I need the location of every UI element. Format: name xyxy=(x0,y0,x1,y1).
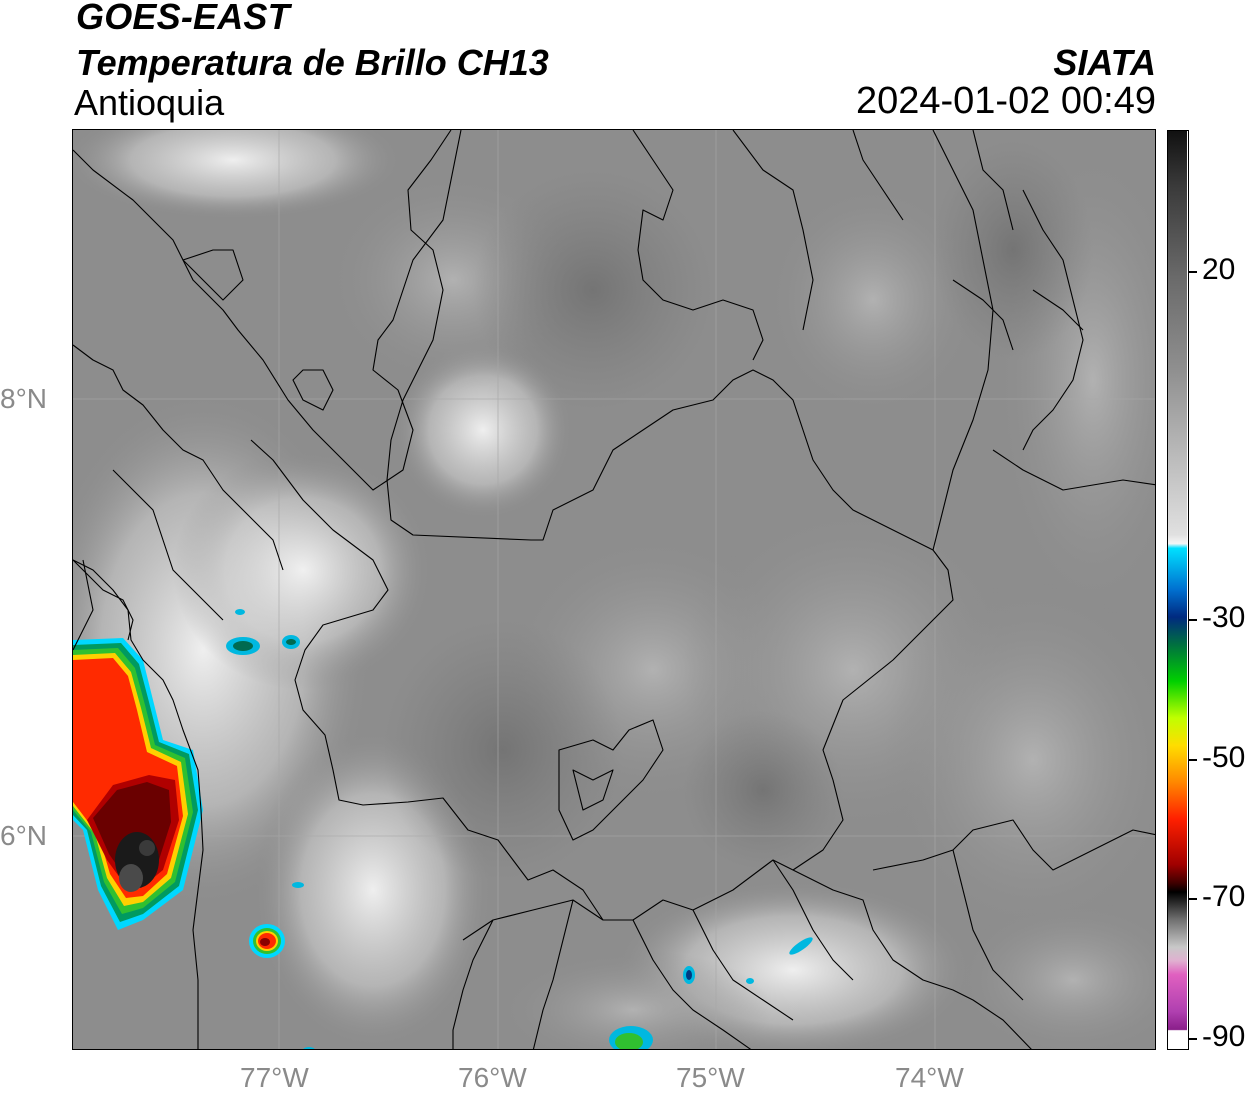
storm-cell-small-2 xyxy=(226,609,813,1049)
brand-label: SIATA xyxy=(1053,42,1156,83)
colorbar-label-minus70: -70 xyxy=(1202,880,1246,913)
colorbar-tick-minus30 xyxy=(1189,619,1197,621)
colorbar-tick-minus90 xyxy=(1189,1038,1197,1040)
satellite-map[interactable] xyxy=(72,129,1156,1050)
colorbar-tick-20 xyxy=(1189,271,1197,273)
storm-cell-small-1 xyxy=(249,924,285,958)
storm-cell-main xyxy=(73,638,203,930)
timestamp-label: 2024-01-02 00:49 xyxy=(855,80,1156,122)
colorbar-label-20: 20 xyxy=(1202,253,1236,286)
colorbar-label-minus50: -50 xyxy=(1202,741,1246,774)
colorbar-tick-minus50 xyxy=(1189,759,1197,761)
lon-label-76w: 76°W xyxy=(458,1062,527,1093)
lon-label-75w: 75°W xyxy=(676,1062,745,1093)
temperature-colorbar xyxy=(1167,130,1189,1050)
region-label: Antioquia xyxy=(74,82,225,123)
boundaries xyxy=(73,130,1155,1049)
grid-lines xyxy=(73,130,1155,1049)
lon-label-77w: 77°W xyxy=(240,1062,309,1093)
satellite-title: GOES-EAST xyxy=(76,0,290,37)
lat-label-6n: 6°N xyxy=(0,820,47,851)
lon-label-74w: 74°W xyxy=(895,1062,964,1093)
cloud-field xyxy=(73,130,1155,1049)
colorbar-tick-minus70 xyxy=(1189,898,1197,900)
product-title: Temperatura de Brillo CH13 xyxy=(76,42,549,83)
lat-label-8n: 8°N xyxy=(0,383,47,414)
colorbar-label-minus90: -90 xyxy=(1202,1020,1246,1053)
colorbar-label-minus30: -30 xyxy=(1202,601,1246,634)
